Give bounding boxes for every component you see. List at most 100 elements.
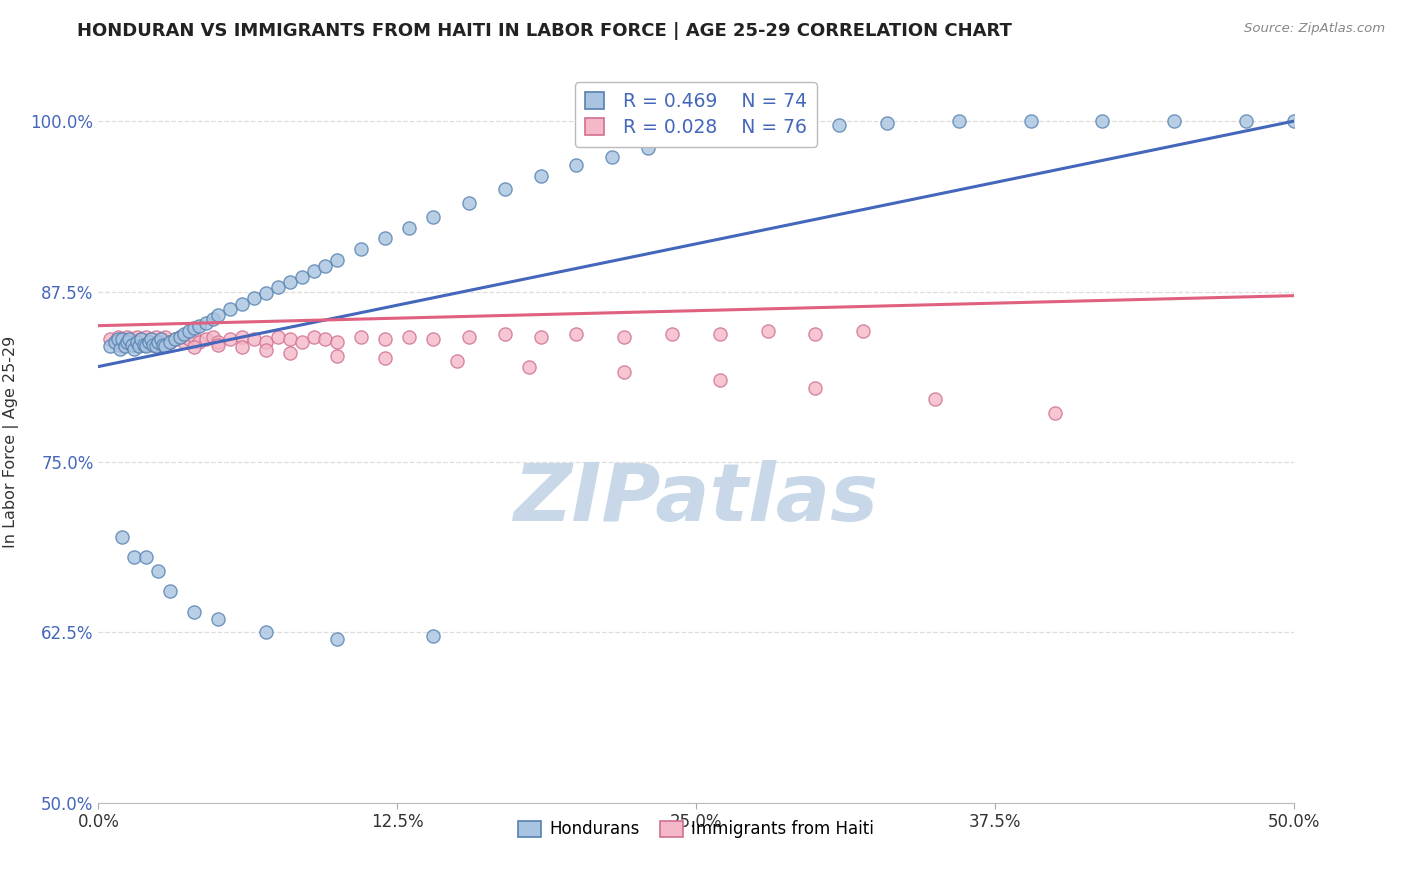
Text: HONDURAN VS IMMIGRANTS FROM HAITI IN LABOR FORCE | AGE 25-29 CORRELATION CHART: HONDURAN VS IMMIGRANTS FROM HAITI IN LAB… (77, 22, 1012, 40)
Point (159, 334, 181, 349)
Point (148, 341, 170, 355)
Point (107, 329, 129, 343)
Point (202, 329, 225, 343)
Point (107, 332, 129, 346)
Point (756, 324, 779, 338)
Point (278, 346, 301, 360)
Point (458, 196, 481, 211)
Point (139, 332, 162, 346)
Point (326, 253, 349, 268)
Point (254, 343, 277, 358)
Point (398, 329, 420, 343)
Point (111, 530, 134, 544)
Point (565, 158, 588, 172)
Point (446, 354, 468, 368)
Point (924, 392, 946, 407)
Point (613, 365, 636, 379)
Point (118, 332, 141, 346)
Point (494, 182, 516, 196)
Point (422, 332, 444, 346)
Point (179, 332, 201, 346)
Point (231, 341, 253, 355)
Point (852, 324, 875, 338)
Point (207, 337, 229, 351)
Point (173, 334, 195, 349)
Point (169, 329, 191, 343)
Point (132, 337, 155, 351)
Point (114, 334, 136, 349)
Point (138, 334, 160, 349)
Point (530, 169, 553, 183)
Point (124, 550, 146, 565)
Point (207, 334, 229, 349)
Point (326, 349, 349, 363)
Point (155, 339, 177, 353)
Point (148, 334, 170, 349)
Point (202, 311, 225, 326)
Point (98, 339, 122, 353)
Point (422, 630, 444, 644)
Point (876, 115, 898, 129)
Point (530, 329, 553, 343)
Point (128, 339, 150, 353)
Point (326, 334, 349, 349)
Point (183, 321, 205, 335)
Point (145, 339, 167, 353)
Point (111, 332, 134, 346)
Point (121, 337, 143, 351)
Point (398, 220, 420, 235)
Point (661, 326, 683, 341)
Point (326, 632, 349, 647)
Point (685, 133, 707, 147)
Point (243, 332, 266, 346)
Point (108, 342, 131, 356)
Point (565, 326, 588, 341)
Point (148, 564, 170, 578)
Point (159, 334, 181, 349)
Point (159, 334, 181, 349)
Point (132, 337, 155, 351)
Point (291, 334, 314, 349)
Point (231, 297, 253, 311)
Point (187, 318, 209, 333)
Point (148, 334, 170, 349)
Point (374, 351, 396, 366)
Point (828, 118, 851, 132)
Point (124, 342, 146, 356)
Legend: Hondurans, Immigrants from Haiti: Hondurans, Immigrants from Haiti (510, 814, 882, 845)
Point (350, 243, 373, 257)
Point (1091, 114, 1114, 128)
Point (179, 324, 201, 338)
Point (374, 231, 396, 245)
Point (183, 329, 205, 343)
Point (207, 308, 229, 322)
Point (159, 584, 181, 599)
Point (131, 332, 153, 346)
Point (183, 341, 205, 355)
Point (254, 334, 277, 349)
Text: ZIPatlas: ZIPatlas (513, 460, 879, 539)
Point (145, 329, 167, 343)
Point (135, 550, 157, 565)
Point (780, 122, 803, 136)
Point (138, 334, 160, 349)
Point (121, 332, 143, 346)
Point (163, 332, 186, 346)
Point (1234, 114, 1257, 128)
Point (315, 332, 337, 346)
Point (267, 280, 290, 294)
Point (149, 332, 172, 346)
Point (108, 337, 131, 351)
Point (374, 332, 396, 346)
Point (169, 329, 191, 343)
Text: Source: ZipAtlas.com: Source: ZipAtlas.com (1244, 22, 1385, 36)
Point (517, 359, 540, 374)
Point (142, 337, 165, 351)
Point (267, 329, 290, 343)
Point (128, 334, 150, 349)
Point (219, 332, 242, 346)
Point (152, 337, 174, 351)
Point (173, 326, 195, 341)
Y-axis label: In Labor Force | Age 25-29: In Labor Force | Age 25-29 (3, 335, 20, 548)
Point (125, 329, 148, 343)
